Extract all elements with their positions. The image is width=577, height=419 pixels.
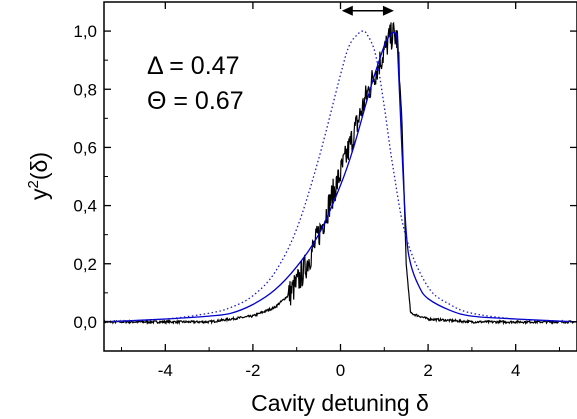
arrow-head-left	[341, 5, 353, 16]
y-tick-label: 1,0	[73, 22, 97, 41]
series-layer	[104, 21, 577, 326]
annotation-arrow	[341, 5, 394, 16]
y-tick-label: 0,8	[73, 80, 97, 99]
series-line-1	[104, 21, 577, 326]
y-axis-title-argument: (δ)	[26, 152, 52, 180]
x-tick-label: 2	[423, 361, 432, 380]
axis-ticks: -4 -2 0 2 4 0,0 0,2 0,4 0,6 0,8 1,0	[73, 2, 577, 380]
arrow-head-right	[382, 5, 394, 16]
x-tick-label: 0	[336, 361, 345, 380]
y-axis-title-superscript: 2	[25, 180, 42, 188]
series-line-2	[104, 31, 577, 323]
y-tick-label: 0,0	[73, 313, 97, 332]
x-tick-label: -4	[158, 361, 173, 380]
y-tick-label: 0,2	[73, 255, 97, 274]
y-tick-label: 0,6	[73, 138, 97, 157]
x-tick-label: 4	[511, 361, 520, 380]
annotation-theta: Θ = 0.67	[147, 87, 244, 115]
y-tick-label: 0,4	[73, 197, 97, 216]
y-axis-title: y2(δ)	[25, 152, 52, 200]
y-axis-title-base: y	[26, 188, 52, 200]
x-tick-label: -2	[245, 361, 260, 380]
annotation-delta: Δ = 0.47	[147, 52, 239, 80]
x-axis-title: Cavity detuning δ	[251, 390, 429, 416]
